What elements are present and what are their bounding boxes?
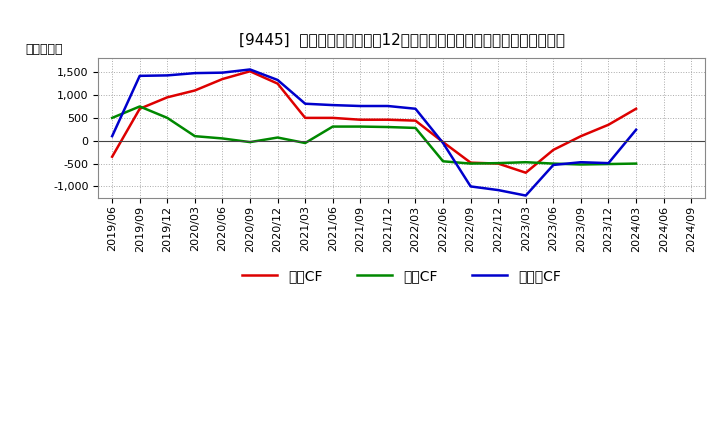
- フリーCF: [384, 103, 392, 109]
- 営業CF: [521, 170, 530, 176]
- Title: [9445]  キャッシュフローの12か月移動合計の対前年同期増減額の推移: [9445] キャッシュフローの12か月移動合計の対前年同期増減額の推移: [239, 33, 564, 48]
- フリーCF: [438, 140, 447, 146]
- フリーCF: [328, 103, 337, 108]
- 営業CF: [163, 95, 171, 100]
- 営業CF: [218, 77, 227, 82]
- フリーCF: [246, 67, 254, 72]
- 営業CF: [631, 106, 640, 111]
- 営業CF: [411, 118, 420, 123]
- 投資CF: [438, 159, 447, 164]
- Legend: 営業CF, 投資CF, フリーCF: 営業CF, 投資CF, フリーCF: [237, 263, 567, 289]
- 投資CF: [218, 136, 227, 141]
- Y-axis label: （百万円）: （百万円）: [25, 43, 63, 56]
- Line: 営業CF: 営業CF: [112, 71, 636, 173]
- フリーCF: [274, 77, 282, 83]
- Line: 投資CF: 投資CF: [112, 106, 636, 165]
- 投資CF: [328, 124, 337, 129]
- 投資CF: [521, 160, 530, 165]
- 投資CF: [384, 125, 392, 130]
- 投資CF: [108, 115, 117, 121]
- フリーCF: [467, 184, 475, 189]
- 投資CF: [631, 161, 640, 166]
- フリーCF: [494, 187, 503, 193]
- フリーCF: [411, 106, 420, 111]
- 営業CF: [135, 106, 144, 111]
- 営業CF: [467, 160, 475, 165]
- フリーCF: [577, 160, 585, 165]
- 投資CF: [301, 140, 310, 146]
- フリーCF: [218, 70, 227, 75]
- 投資CF: [494, 161, 503, 166]
- 投資CF: [274, 135, 282, 140]
- 投資CF: [135, 104, 144, 109]
- 営業CF: [604, 122, 613, 128]
- フリーCF: [604, 161, 613, 166]
- 営業CF: [356, 117, 364, 122]
- フリーCF: [191, 70, 199, 76]
- 営業CF: [191, 88, 199, 93]
- 投資CF: [246, 139, 254, 145]
- 営業CF: [549, 147, 558, 153]
- フリーCF: [549, 162, 558, 168]
- フリーCF: [135, 73, 144, 78]
- 営業CF: [328, 115, 337, 121]
- 営業CF: [246, 69, 254, 74]
- 投資CF: [577, 162, 585, 167]
- フリーCF: [356, 103, 364, 109]
- 投資CF: [163, 115, 171, 121]
- Line: フリーCF: フリーCF: [112, 70, 636, 195]
- 投資CF: [191, 133, 199, 139]
- 営業CF: [577, 133, 585, 139]
- 営業CF: [274, 81, 282, 86]
- 営業CF: [494, 161, 503, 166]
- 営業CF: [438, 139, 447, 145]
- フリーCF: [631, 127, 640, 132]
- 営業CF: [384, 117, 392, 122]
- 営業CF: [301, 115, 310, 121]
- 投資CF: [356, 124, 364, 129]
- 投資CF: [604, 161, 613, 167]
- 営業CF: [108, 154, 117, 159]
- フリーCF: [163, 73, 171, 78]
- フリーCF: [521, 193, 530, 198]
- フリーCF: [301, 101, 310, 106]
- フリーCF: [108, 133, 117, 139]
- 投資CF: [467, 161, 475, 166]
- 投資CF: [549, 161, 558, 166]
- 投資CF: [411, 125, 420, 131]
